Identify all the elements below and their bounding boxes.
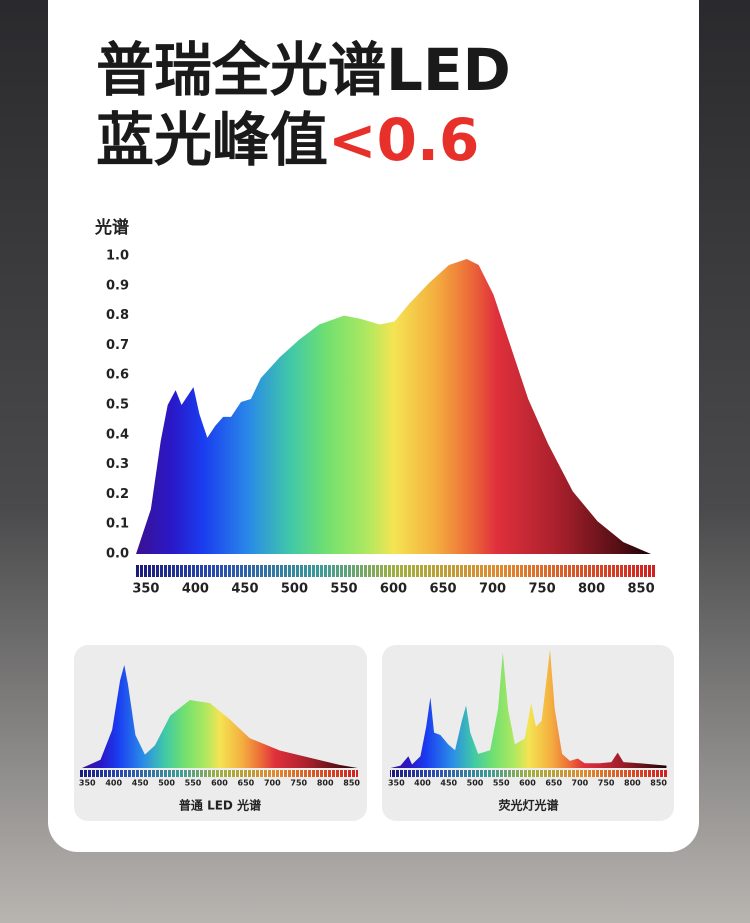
x-tick-label: 550 <box>185 779 202 788</box>
x-tick-label: 650 <box>238 779 255 788</box>
x-tick-label: 550 <box>330 582 357 597</box>
y-tick-label: 0.0 <box>106 547 129 562</box>
x-tick-label: 500 <box>281 582 308 597</box>
x-tick-label: 750 <box>598 779 615 788</box>
chart-title: 普通 LED 光谱 <box>179 798 261 813</box>
x-tick-label: 850 <box>343 779 360 788</box>
y-tick-label: 0.1 <box>106 517 129 532</box>
x-tick-label: 700 <box>264 779 281 788</box>
x-tick-label: 400 <box>105 779 122 788</box>
x-tick-label: 600 <box>380 582 407 597</box>
x-tick-label: 450 <box>440 779 457 788</box>
x-tick-label: 700 <box>572 779 589 788</box>
title-text: 蓝光峰值 <box>96 106 328 174</box>
x-tick-label: 400 <box>414 779 431 788</box>
x-tick-label: 650 <box>545 779 562 788</box>
y-tick-label: 0.6 <box>106 368 129 383</box>
x-tick-label: 600 <box>519 779 536 788</box>
x-tick-label: 650 <box>429 582 456 597</box>
x-tick-label: 350 <box>132 582 159 597</box>
color-scale-stripes <box>136 565 655 577</box>
title-line: 蓝光峰值<0.6 <box>96 106 479 174</box>
x-tick-label: 500 <box>158 779 175 788</box>
x-tick-label: 750 <box>528 582 555 597</box>
x-tick-label: 550 <box>493 779 510 788</box>
x-tick-label: 350 <box>388 779 405 788</box>
color-scale-stripes <box>390 770 667 777</box>
spectrum-area <box>136 258 651 554</box>
chart-title: 荧光灯光谱 <box>498 798 558 813</box>
x-tick-label: 700 <box>479 582 506 597</box>
x-tick-label: 800 <box>624 779 641 788</box>
y-tick-label: 0.8 <box>106 308 129 323</box>
x-tick-label: 800 <box>578 582 605 597</box>
x-tick-label: 450 <box>231 582 258 597</box>
x-tick-label: 850 <box>650 779 667 788</box>
spectrum-area <box>82 665 358 768</box>
y-tick-label: 0.3 <box>106 457 129 472</box>
x-tick-label: 800 <box>317 779 334 788</box>
y-axis-label: 光谱 <box>94 217 129 238</box>
y-tick-label: 0.4 <box>106 427 129 442</box>
title-highlight: <0.6 <box>328 106 479 174</box>
y-tick-label: 1.0 <box>106 249 129 264</box>
y-tick-label: 0.7 <box>106 338 129 353</box>
x-tick-label: 350 <box>79 779 96 788</box>
color-scale-stripes <box>80 770 358 777</box>
title-line: 普瑞全光谱LED <box>96 36 511 104</box>
x-tick-label: 850 <box>628 582 655 597</box>
x-tick-label: 500 <box>467 779 484 788</box>
spectrum-area <box>390 650 667 768</box>
x-tick-label: 450 <box>132 779 149 788</box>
y-tick-label: 0.5 <box>106 398 129 413</box>
x-tick-label: 600 <box>211 779 228 788</box>
x-tick-label: 400 <box>182 582 209 597</box>
y-tick-label: 0.2 <box>106 487 129 502</box>
x-tick-label: 750 <box>290 779 307 788</box>
y-tick-label: 0.9 <box>106 278 129 293</box>
